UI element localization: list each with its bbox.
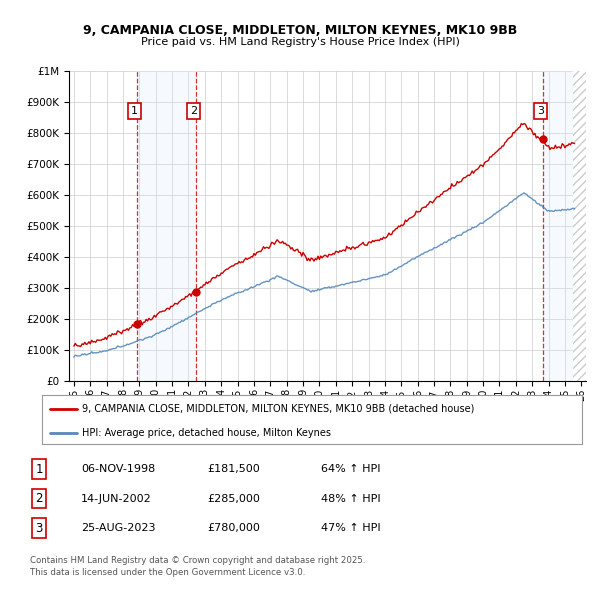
Text: Contains HM Land Registry data © Crown copyright and database right 2025.
This d: Contains HM Land Registry data © Crown c… [30, 556, 365, 577]
Bar [573, 71, 586, 381]
Text: 48% ↑ HPI: 48% ↑ HPI [321, 494, 380, 503]
Bar [543, 71, 573, 381]
Text: 25-AUG-2023: 25-AUG-2023 [81, 523, 155, 533]
Text: 47% ↑ HPI: 47% ↑ HPI [321, 523, 380, 533]
Text: Price paid vs. HM Land Registry's House Price Index (HPI): Price paid vs. HM Land Registry's House … [140, 37, 460, 47]
Text: £181,500: £181,500 [207, 464, 260, 474]
Text: 3: 3 [537, 106, 544, 116]
Text: £780,000: £780,000 [207, 523, 260, 533]
Text: 14-JUN-2002: 14-JUN-2002 [81, 494, 152, 503]
Text: 1: 1 [35, 463, 43, 476]
Text: 2: 2 [35, 492, 43, 505]
Text: 2: 2 [190, 106, 197, 116]
Text: 1: 1 [131, 106, 138, 116]
Text: 64% ↑ HPI: 64% ↑ HPI [321, 464, 380, 474]
Text: £285,000: £285,000 [207, 494, 260, 503]
Text: 06-NOV-1998: 06-NOV-1998 [81, 464, 155, 474]
Text: 9, CAMPANIA CLOSE, MIDDLETON, MILTON KEYNES, MK10 9BB: 9, CAMPANIA CLOSE, MIDDLETON, MILTON KEY… [83, 24, 517, 37]
Bar [137, 71, 196, 381]
Text: 9, CAMPANIA CLOSE, MIDDLETON, MILTON KEYNES, MK10 9BB (detached house): 9, CAMPANIA CLOSE, MIDDLETON, MILTON KEY… [83, 404, 475, 414]
Text: HPI: Average price, detached house, Milton Keynes: HPI: Average price, detached house, Milt… [83, 428, 331, 438]
Bar [573, 71, 586, 381]
Text: 3: 3 [35, 522, 43, 535]
